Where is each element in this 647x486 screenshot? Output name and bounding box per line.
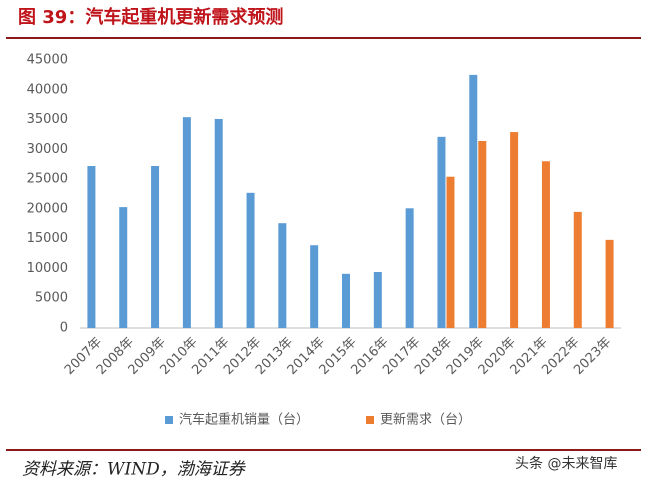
bar — [342, 273, 350, 328]
source: 资料来源：WIND，渤海证券 — [22, 460, 247, 480]
watermark: 头条 @未来智库 — [515, 455, 617, 472]
bar — [246, 192, 255, 328]
bar — [182, 117, 191, 328]
bar — [478, 140, 487, 328]
y-tick-label: 35000 — [27, 112, 68, 127]
legend-label: 更新需求（台） — [380, 412, 471, 428]
y-tick-label: 5000 — [35, 291, 68, 306]
bar — [310, 245, 319, 328]
bar — [405, 208, 414, 328]
bar — [541, 161, 550, 328]
y-tick-label: 0 — [60, 321, 68, 336]
bar — [573, 211, 582, 328]
y-tick-label: 40000 — [27, 82, 68, 97]
legend-swatch — [165, 416, 173, 424]
bar — [278, 223, 287, 328]
y-tick-label: 45000 — [27, 53, 68, 68]
bar — [214, 118, 223, 329]
bar — [373, 272, 382, 328]
bar — [151, 166, 160, 328]
y-tick-label: 30000 — [27, 142, 68, 157]
bar — [510, 132, 519, 328]
bar — [87, 166, 96, 328]
bar — [446, 176, 455, 328]
bar — [605, 239, 614, 328]
legend-label: 汽车起重机销量（台） — [179, 412, 309, 428]
legend-swatch — [366, 416, 374, 424]
bar — [469, 74, 478, 328]
y-tick-label: 25000 — [27, 172, 68, 187]
y-tick-label: 10000 — [27, 261, 68, 276]
bar — [119, 207, 128, 328]
y-tick-label: 15000 — [27, 231, 68, 246]
bar — [437, 136, 446, 328]
y-tick-label: 20000 — [27, 201, 68, 216]
chart-title: 图 39：汽车起重机更新需求预测 — [18, 6, 283, 28]
